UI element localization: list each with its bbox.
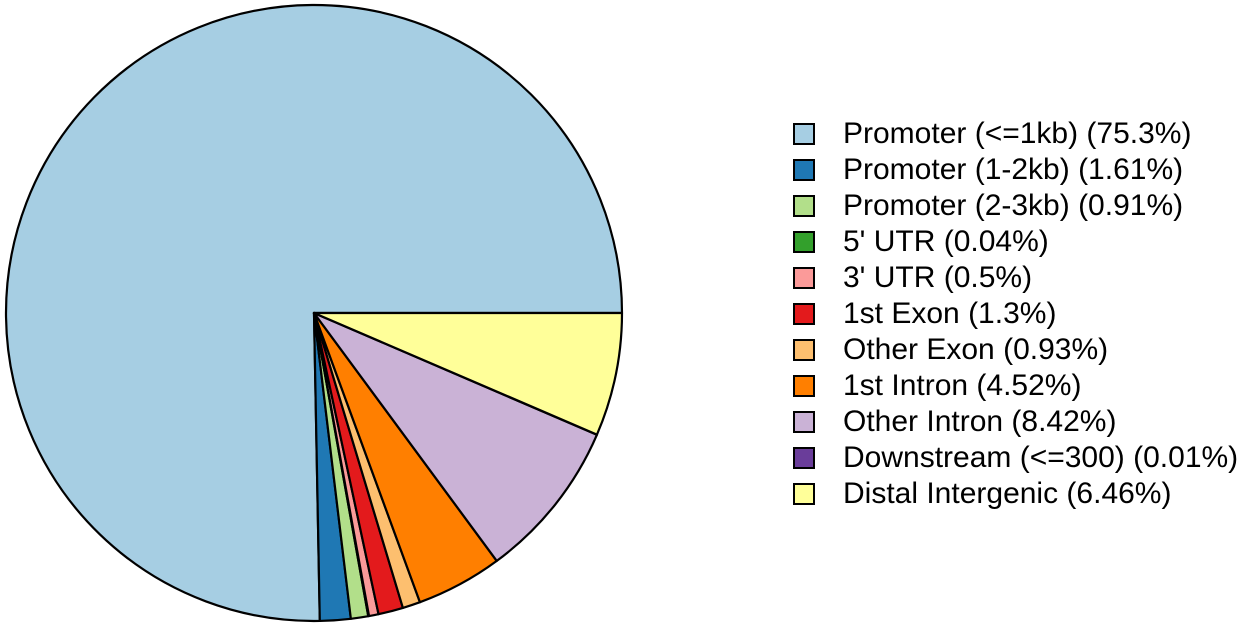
legend-swatch [793, 159, 815, 181]
legend: Promoter (<=1kb) (75.3%) Promoter (1-2kb… [793, 116, 1238, 512]
pie-slice-11 [312, 311, 624, 436]
legend-item: Distal Intergenic (6.46%) [793, 476, 1238, 512]
legend-label: 1st Intron (4.52%) [843, 369, 1082, 402]
legend-swatch [793, 195, 815, 217]
legend-item: Downstream (<=300) (0.01%) [793, 440, 1238, 476]
legend-swatch [793, 447, 815, 469]
legend-swatch [793, 303, 815, 325]
legend-item: 5' UTR (0.04%) [793, 224, 1238, 260]
legend-item: Other Exon (0.93%) [793, 332, 1238, 368]
legend-label: 5' UTR (0.04%) [843, 225, 1049, 258]
legend-swatch [793, 339, 815, 361]
legend-item: Promoter (1-2kb) (1.61%) [793, 152, 1238, 188]
legend-label: Promoter (1-2kb) (1.61%) [843, 153, 1184, 186]
legend-item: Promoter (<=1kb) (75.3%) [793, 116, 1238, 152]
pie-slice-9 [312, 311, 598, 563]
legend-item: 3' UTR (0.5%) [793, 260, 1238, 296]
legend-label: Other Intron (8.42%) [843, 405, 1117, 438]
legend-label: Promoter (2-3kb) (0.91%) [843, 189, 1184, 222]
legend-item: Other Intron (8.42%) [793, 404, 1238, 440]
legend-label: Distal Intergenic (6.46%) [843, 477, 1172, 510]
legend-swatch [793, 123, 815, 145]
legend-swatch [793, 267, 815, 289]
legend-label: Promoter (<=1kb) (75.3%) [843, 117, 1192, 150]
legend-label: Other Exon (0.93%) [843, 333, 1109, 366]
pie-chart [4, 3, 624, 623]
legend-label: Downstream (<=300) (0.01%) [843, 441, 1239, 474]
legend-label: 3' UTR (0.5%) [843, 261, 1033, 294]
legend-item: 1st Exon (1.3%) [793, 296, 1238, 332]
legend-swatch [793, 375, 815, 397]
legend-label: 1st Exon (1.3%) [843, 297, 1057, 330]
legend-swatch [793, 483, 815, 505]
legend-item: Promoter (2-3kb) (0.91%) [793, 188, 1238, 224]
legend-swatch [793, 411, 815, 433]
legend-item: 1st Intron (4.52%) [793, 368, 1238, 404]
legend-swatch [793, 231, 815, 253]
